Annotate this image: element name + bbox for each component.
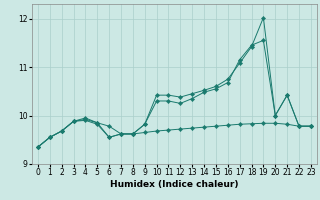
X-axis label: Humidex (Indice chaleur): Humidex (Indice chaleur)	[110, 180, 239, 189]
